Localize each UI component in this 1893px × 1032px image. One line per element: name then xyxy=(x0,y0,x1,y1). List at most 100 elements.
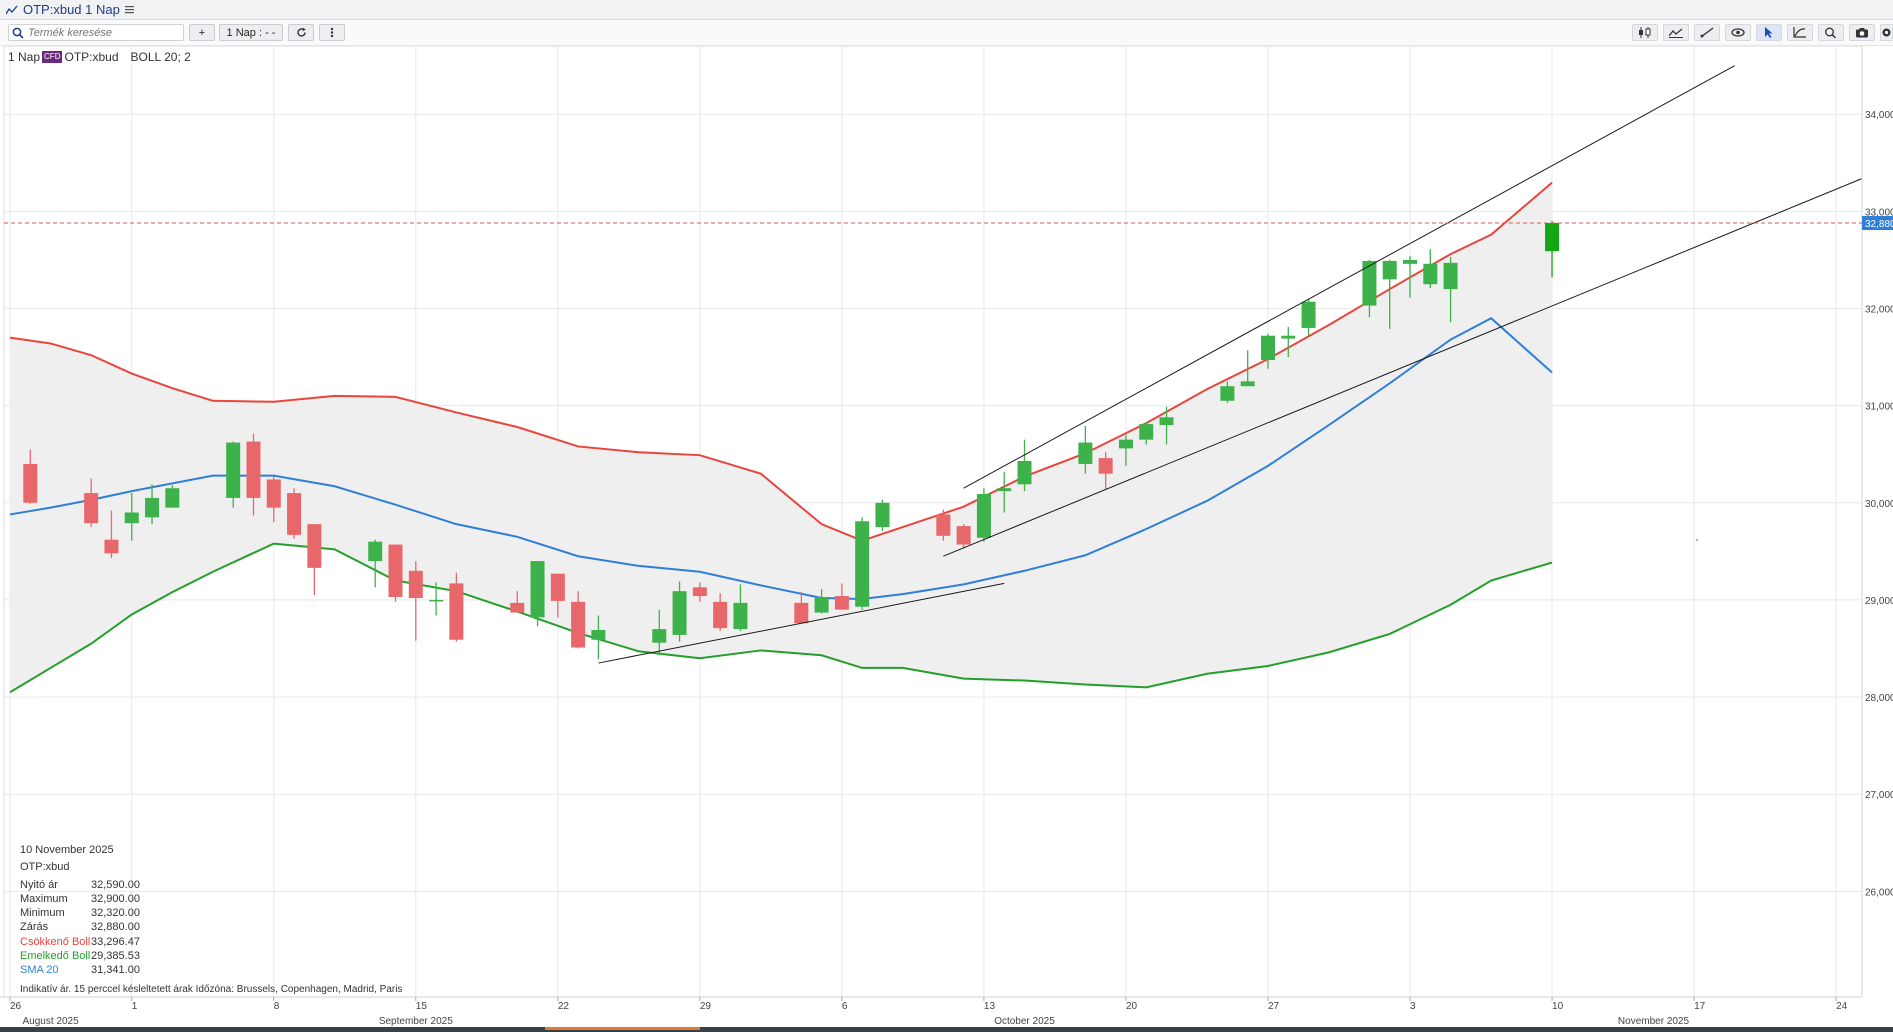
candle-body xyxy=(692,587,707,597)
candle xyxy=(692,582,707,602)
settings-icon xyxy=(1882,28,1891,37)
refresh-icon xyxy=(296,27,306,37)
candle-body xyxy=(449,583,464,640)
camera-tool-button[interactable] xyxy=(1849,24,1875,41)
candle xyxy=(834,583,849,610)
info-row: Zárás 32,880.00 xyxy=(20,920,140,934)
candle xyxy=(997,471,1012,513)
window-title-text: OTP:xbud 1 Nap xyxy=(23,2,120,17)
draw-line-tool-button[interactable] xyxy=(1694,24,1720,41)
pointer-icon xyxy=(1765,27,1773,38)
price-chart[interactable]: 26,000 27,000 28,000 29,000 30,000 31,000 32,0… xyxy=(0,46,1893,1027)
info-row-label: Emelkedő Boll xyxy=(20,950,91,963)
candle xyxy=(23,449,38,504)
candle xyxy=(246,433,261,516)
candle-body xyxy=(571,601,586,648)
candle xyxy=(449,572,464,642)
candle xyxy=(713,593,728,632)
candle-body xyxy=(713,601,728,629)
candle-body xyxy=(408,570,423,598)
time-axis-background xyxy=(0,997,1893,1027)
info-row-value: 32,880.00 xyxy=(91,921,140,934)
candle xyxy=(1098,452,1113,490)
candle-body xyxy=(1159,417,1174,426)
candle xyxy=(124,493,139,541)
last-price-label: 32,880 xyxy=(1865,219,1893,230)
candles-tool-button[interactable] xyxy=(1632,24,1658,41)
zoom-tool-button[interactable] xyxy=(1818,24,1844,41)
add-button[interactable]: + xyxy=(189,24,215,41)
candle xyxy=(287,488,302,539)
eye-tool-button[interactable] xyxy=(1725,24,1751,41)
candle xyxy=(956,524,971,549)
info-row-value: 32,590.00 xyxy=(91,878,140,891)
candle-body xyxy=(591,630,606,640)
candle xyxy=(794,592,809,624)
candle-body xyxy=(875,502,890,528)
info-row-value: 29,385.53 xyxy=(91,950,140,963)
trendline xyxy=(963,65,1735,489)
candle-body xyxy=(1139,424,1154,440)
candle-body xyxy=(104,539,119,554)
product-search[interactable] xyxy=(8,24,184,41)
candle-body xyxy=(834,596,849,610)
cfd-badge: CFD xyxy=(42,51,63,63)
area-tool-button[interactable] xyxy=(1663,24,1689,41)
candle-body xyxy=(1017,461,1032,485)
candle xyxy=(1159,406,1174,445)
pointer-tool-button[interactable] xyxy=(1756,24,1782,41)
more-options-button[interactable] xyxy=(319,24,345,41)
more-vertical-icon xyxy=(330,27,334,38)
candle xyxy=(1078,426,1093,474)
candle xyxy=(530,561,545,627)
search-input[interactable] xyxy=(26,26,178,39)
candle xyxy=(307,524,322,596)
candle-body xyxy=(976,494,991,538)
candle-body xyxy=(165,488,180,508)
candle xyxy=(550,573,565,618)
candle-body xyxy=(652,629,667,643)
indicator-tool-button[interactable] xyxy=(1787,24,1813,41)
time-tick-label: 1 xyxy=(132,1001,138,1012)
price-tick-label: 28,000 xyxy=(1865,693,1893,704)
interval-button[interactable]: 1 Nap : - - xyxy=(219,24,283,41)
time-tick-label: 8 xyxy=(274,1001,280,1012)
last-price-marker: 32,880 xyxy=(4,216,1893,231)
menu-icon[interactable] xyxy=(124,5,135,14)
candle xyxy=(672,581,687,642)
info-row-label: Zárás xyxy=(20,921,49,934)
candle xyxy=(591,615,606,660)
candle xyxy=(408,561,423,641)
candle-body xyxy=(1423,263,1438,285)
candles-icon xyxy=(1639,27,1651,38)
candlesticks xyxy=(23,221,1560,660)
time-tick-label: 29 xyxy=(700,1001,712,1012)
legend-indicator[interactable]: BOLL 20; 2 xyxy=(130,50,191,64)
candle-body xyxy=(1118,439,1133,449)
candle xyxy=(976,488,991,542)
candle-body xyxy=(1281,335,1296,339)
indicator-icon xyxy=(1793,27,1806,38)
time-tick-label: 27 xyxy=(1268,1001,1280,1012)
area-icon xyxy=(1669,28,1683,38)
info-row-label: Maximum xyxy=(20,892,68,905)
candle xyxy=(1139,422,1154,445)
candle-body xyxy=(855,521,870,607)
time-axis: 26 1 8 15 22 29 6 13 20 27 3 10 17 24 August 2025 Septe… xyxy=(0,539,1893,1027)
month-label: November 2025 xyxy=(1618,1016,1690,1027)
info-row-value: 32,320.00 xyxy=(91,907,140,920)
lower-band-line xyxy=(9,542,1553,694)
candle-body xyxy=(794,602,809,624)
candle xyxy=(266,476,281,523)
info-row: Nyitó ár 32,590.00 xyxy=(20,878,140,892)
time-tick-label: 22 xyxy=(558,1001,570,1012)
refresh-button[interactable] xyxy=(288,24,314,41)
candle-body xyxy=(429,599,444,602)
candle xyxy=(571,591,586,649)
zoom-icon xyxy=(1825,27,1837,38)
chart-legend: 1 Nap CFD OTP:xbud BOLL 20; 2 xyxy=(8,50,191,64)
window-title[interactable]: OTP:xbud 1 Nap xyxy=(6,2,135,17)
info-row-label: Minimum xyxy=(20,907,65,920)
settings-tool-button[interactable] xyxy=(1880,24,1893,41)
candle xyxy=(429,582,444,616)
